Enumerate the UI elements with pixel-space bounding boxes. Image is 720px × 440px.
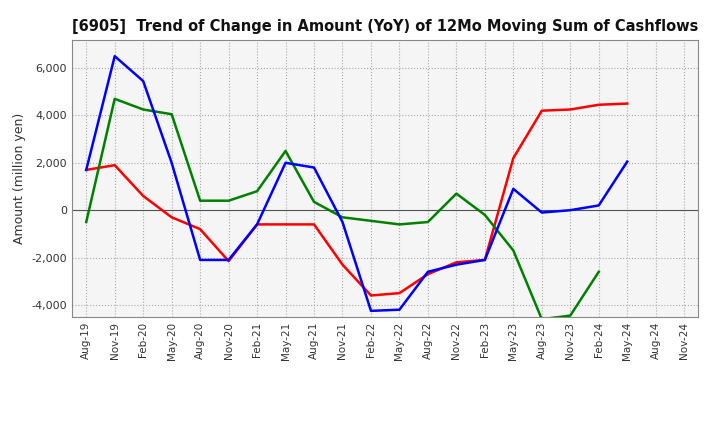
- Operating Cashflow: [338, 262, 347, 268]
- Operating Cashflow: [82, 167, 91, 172]
- Line: Free Cashflow: Free Cashflow: [86, 56, 627, 311]
- Investing Cashflow: [595, 269, 603, 275]
- Free Cashflow: [537, 210, 546, 215]
- Free Cashflow: [623, 159, 631, 164]
- Free Cashflow: [395, 307, 404, 312]
- Operating Cashflow: [509, 155, 518, 161]
- Operating Cashflow: [537, 108, 546, 114]
- Free Cashflow: [366, 308, 375, 314]
- Free Cashflow: [139, 78, 148, 84]
- Operating Cashflow: [423, 271, 432, 277]
- Operating Cashflow: [366, 293, 375, 298]
- Line: Investing Cashflow: Investing Cashflow: [86, 99, 599, 319]
- Investing Cashflow: [196, 198, 204, 203]
- Free Cashflow: [595, 203, 603, 208]
- Investing Cashflow: [167, 112, 176, 117]
- Operating Cashflow: [167, 215, 176, 220]
- Investing Cashflow: [225, 198, 233, 203]
- Operating Cashflow: [110, 162, 119, 168]
- Investing Cashflow: [395, 222, 404, 227]
- Investing Cashflow: [480, 212, 489, 217]
- Free Cashflow: [338, 220, 347, 225]
- Investing Cashflow: [452, 191, 461, 196]
- Investing Cashflow: [423, 220, 432, 225]
- Operating Cashflow: [196, 227, 204, 232]
- Free Cashflow: [253, 222, 261, 227]
- Investing Cashflow: [338, 215, 347, 220]
- Free Cashflow: [566, 208, 575, 213]
- Line: Operating Cashflow: Operating Cashflow: [86, 103, 627, 296]
- Investing Cashflow: [110, 96, 119, 102]
- Operating Cashflow: [253, 222, 261, 227]
- Investing Cashflow: [253, 189, 261, 194]
- Operating Cashflow: [566, 107, 575, 112]
- Free Cashflow: [225, 257, 233, 263]
- Operating Cashflow: [395, 290, 404, 296]
- Free Cashflow: [167, 160, 176, 165]
- Free Cashflow: [480, 257, 489, 263]
- Operating Cashflow: [595, 102, 603, 107]
- Investing Cashflow: [310, 199, 318, 205]
- Operating Cashflow: [452, 260, 461, 265]
- Investing Cashflow: [282, 148, 290, 154]
- Operating Cashflow: [139, 193, 148, 198]
- Free Cashflow: [310, 165, 318, 170]
- Free Cashflow: [423, 269, 432, 275]
- Operating Cashflow: [282, 222, 290, 227]
- Operating Cashflow: [225, 258, 233, 264]
- Free Cashflow: [282, 160, 290, 165]
- Free Cashflow: [196, 257, 204, 263]
- Investing Cashflow: [566, 313, 575, 318]
- Free Cashflow: [509, 186, 518, 191]
- Investing Cashflow: [82, 220, 91, 225]
- Y-axis label: Amount (million yen): Amount (million yen): [13, 113, 26, 244]
- Operating Cashflow: [480, 257, 489, 263]
- Investing Cashflow: [537, 316, 546, 322]
- Free Cashflow: [110, 54, 119, 59]
- Investing Cashflow: [366, 218, 375, 224]
- Title: [6905]  Trend of Change in Amount (YoY) of 12Mo Moving Sum of Cashflows: [6905] Trend of Change in Amount (YoY) o…: [72, 19, 698, 34]
- Investing Cashflow: [139, 107, 148, 112]
- Free Cashflow: [82, 167, 91, 172]
- Operating Cashflow: [623, 101, 631, 106]
- Operating Cashflow: [310, 222, 318, 227]
- Investing Cashflow: [509, 248, 518, 253]
- Free Cashflow: [452, 262, 461, 268]
